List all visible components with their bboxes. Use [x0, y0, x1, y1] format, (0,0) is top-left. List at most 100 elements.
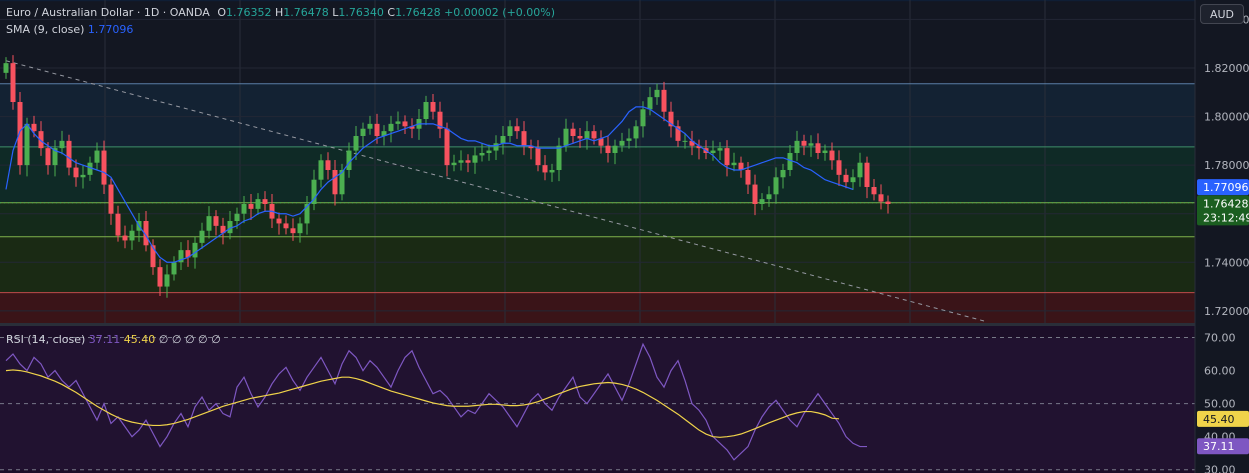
candle-body — [444, 128, 450, 166]
sma-legend[interactable]: SMA (9, close) 1.77096 — [6, 23, 133, 36]
candle-body — [262, 199, 268, 204]
candle-body — [304, 204, 310, 224]
rsi-tick-label: 50.00 — [1204, 398, 1236, 411]
candle-body — [234, 213, 240, 221]
price-tick-label: 1.72000 — [1204, 305, 1249, 318]
candle-body — [395, 121, 401, 124]
rsi-tick-label: 70.00 — [1204, 332, 1236, 345]
sma-price-tag — [1197, 179, 1249, 196]
candle-body — [829, 150, 835, 161]
sma-legend-label: SMA (9, close) — [6, 23, 85, 36]
candle-body — [626, 138, 632, 141]
candle-body — [367, 123, 373, 129]
currency-button[interactable]: AUD — [1200, 4, 1244, 24]
candle-body — [66, 140, 72, 168]
candle-body — [339, 170, 345, 195]
level-band — [0, 146, 1195, 203]
candle-body — [3, 63, 9, 73]
trend-line[interactable] — [5, 60, 988, 323]
open-label: O — [217, 6, 226, 19]
candle-body — [843, 174, 849, 183]
candle-body — [290, 228, 296, 234]
candle-body — [171, 262, 177, 275]
candle-body — [255, 199, 261, 209]
price-tick-label: 1.78000 — [1204, 159, 1249, 172]
rsi-levels — [0, 337, 1195, 471]
candle-body — [787, 153, 793, 170]
candle-body — [185, 250, 191, 258]
candle-body — [451, 162, 457, 166]
candle-body — [360, 128, 366, 136]
candle-body — [801, 140, 807, 146]
candle-body — [437, 111, 443, 129]
candle-body — [332, 170, 338, 195]
symbol-legend: Euro / Australian Dollar · 1D · OANDA O 1… — [6, 6, 555, 19]
rsi-band — [0, 337, 1195, 470]
rsi-ma-line — [5, 369, 840, 438]
candle-body — [731, 162, 737, 166]
candle-body — [241, 204, 247, 214]
candle-body — [192, 242, 198, 258]
change-value: +0.00002 (+0.00%) — [444, 6, 556, 19]
candle-body — [80, 174, 86, 178]
horizontal-levels[interactable] — [0, 83, 1195, 294]
candle-body — [549, 170, 555, 173]
last-price-tag-text: 1.76428 — [1203, 197, 1249, 210]
candle-body — [423, 102, 429, 119]
candle-body — [878, 194, 884, 202]
price-pane-background — [0, 0, 1195, 323]
rsi-ma-tag — [1197, 410, 1249, 427]
candle-body — [213, 216, 219, 226]
candle-body — [45, 148, 51, 166]
candle-body — [38, 131, 44, 149]
candle-body — [388, 123, 394, 132]
candle-body — [479, 153, 485, 156]
candle-body — [220, 225, 226, 234]
rsi-line — [5, 342, 867, 461]
candle-body — [857, 162, 863, 178]
close-label: C — [387, 6, 396, 19]
candle-body — [150, 245, 156, 268]
low-label: L — [332, 6, 339, 19]
rsi-legend[interactable]: RSI (14, close) 37.11 45.40 ∅ ∅ ∅ ∅ ∅ — [6, 333, 221, 346]
candle-body — [528, 145, 534, 149]
candle-body — [591, 131, 597, 139]
candle-body — [374, 123, 380, 136]
rsi-pane-background — [0, 326, 1195, 473]
pane-separator[interactable] — [0, 323, 1195, 326]
candle-body — [31, 123, 37, 132]
top-band — [0, 0, 1195, 2]
rsi-tag-text: 37.11 — [1203, 440, 1235, 453]
symbol-title[interactable]: Euro / Australian Dollar · 1D · OANDA — [6, 6, 210, 19]
rsi-legend-label: RSI (14, close) — [6, 333, 86, 346]
high-value: 1.76478 — [283, 6, 329, 19]
candle-body — [17, 102, 23, 166]
candle-body — [836, 160, 842, 175]
candle-body — [297, 223, 303, 234]
candle-body — [654, 89, 660, 98]
candle-body — [101, 150, 107, 185]
level-band — [0, 292, 1195, 323]
candle-body — [598, 138, 604, 146]
candle-body — [675, 126, 681, 141]
candle-body — [773, 177, 779, 195]
candle-body — [227, 221, 233, 234]
candle-body — [318, 160, 324, 180]
candle-body — [717, 148, 723, 151]
price-axis[interactable] — [1195, 0, 1249, 473]
rsi-tick-label: 30.00 — [1204, 464, 1236, 473]
candle-body — [696, 145, 702, 149]
candle-body — [157, 267, 163, 287]
candle-body — [640, 109, 646, 127]
level-band — [0, 236, 1195, 293]
candle-body — [94, 150, 100, 163]
sma-price-tag-text: 1.77096 — [1203, 181, 1249, 194]
candle-body — [500, 136, 506, 144]
price-tick-label: 1.82000 — [1204, 62, 1249, 75]
candle-body — [766, 194, 772, 200]
candle-body — [710, 150, 716, 153]
candle-body — [584, 131, 590, 139]
candlestick-series — [3, 55, 891, 298]
